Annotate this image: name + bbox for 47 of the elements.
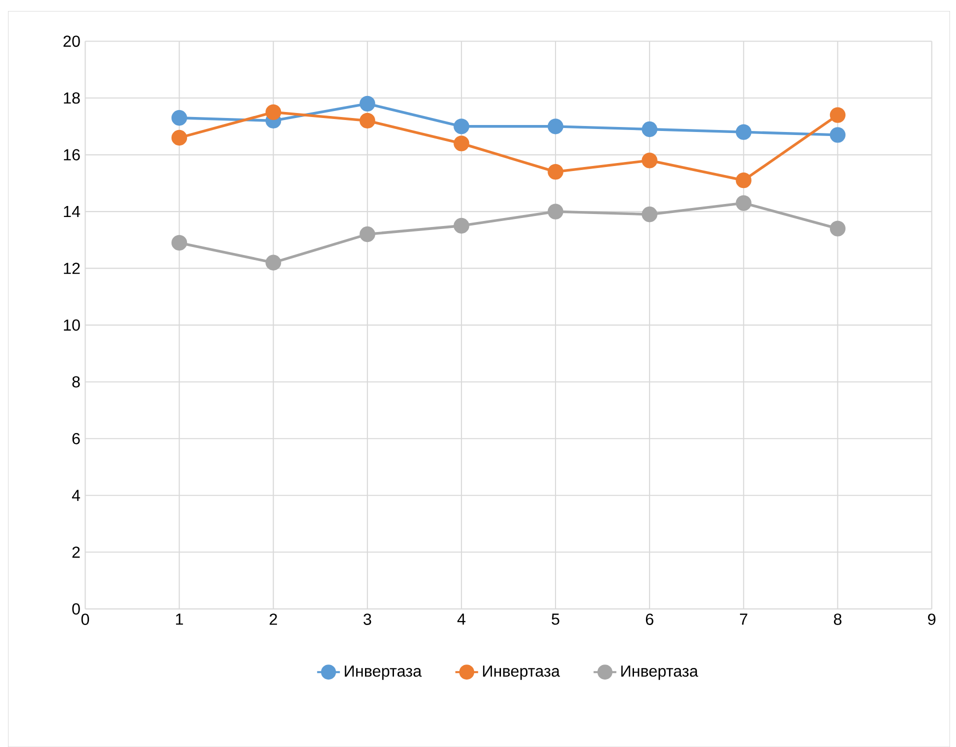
y-tick-label: 16 — [64, 149, 80, 160]
point — [171, 234, 188, 251]
point — [548, 164, 564, 180]
point — [360, 112, 376, 129]
legend-label: Инвертаза — [621, 666, 698, 680]
y-tick-label: 10 — [64, 319, 80, 331]
y-tick-label: 12 — [64, 262, 80, 274]
y-tick-label: 14 — [64, 206, 80, 217]
y-tick-label: 2 — [72, 546, 80, 558]
x-tick-label: 1 — [176, 614, 183, 625]
point — [548, 204, 564, 220]
point — [454, 118, 470, 134]
point — [548, 118, 564, 134]
y-tick-label: 8 — [72, 376, 80, 388]
point — [642, 152, 658, 168]
point — [736, 124, 752, 140]
point — [454, 218, 470, 234]
x-tick-label: 0 — [81, 614, 90, 625]
point — [454, 136, 470, 152]
y-tick-label: 20 — [64, 36, 80, 47]
y-tick-label: 18 — [64, 92, 80, 104]
x-tick-label: 7 — [740, 614, 748, 625]
point — [266, 254, 282, 270]
y-tick-label: 4 — [72, 490, 80, 501]
legend-label: Инвертаза — [483, 666, 560, 680]
y-tick-label: 6 — [72, 432, 80, 444]
point — [642, 121, 658, 138]
point — [830, 107, 846, 123]
point — [171, 110, 188, 126]
x-tick-label: 6 — [646, 614, 654, 625]
x-tick-label: 2 — [270, 614, 277, 625]
point — [266, 104, 282, 120]
point — [171, 130, 188, 146]
x-tick-label: 4 — [457, 614, 466, 625]
point — [830, 220, 846, 236]
point — [360, 226, 376, 242]
x-tick-label: 5 — [552, 614, 560, 625]
x-tick-label: 8 — [834, 614, 842, 625]
x-tick-label: 9 — [928, 614, 936, 625]
y-tick-label: 0 — [72, 603, 80, 615]
x-tick-label: 3 — [364, 614, 372, 625]
point — [830, 127, 846, 143]
point — [642, 206, 658, 222]
legend-label: Инвертаза — [344, 666, 422, 680]
point — [360, 96, 376, 112]
point — [736, 172, 752, 188]
point — [736, 195, 752, 211]
